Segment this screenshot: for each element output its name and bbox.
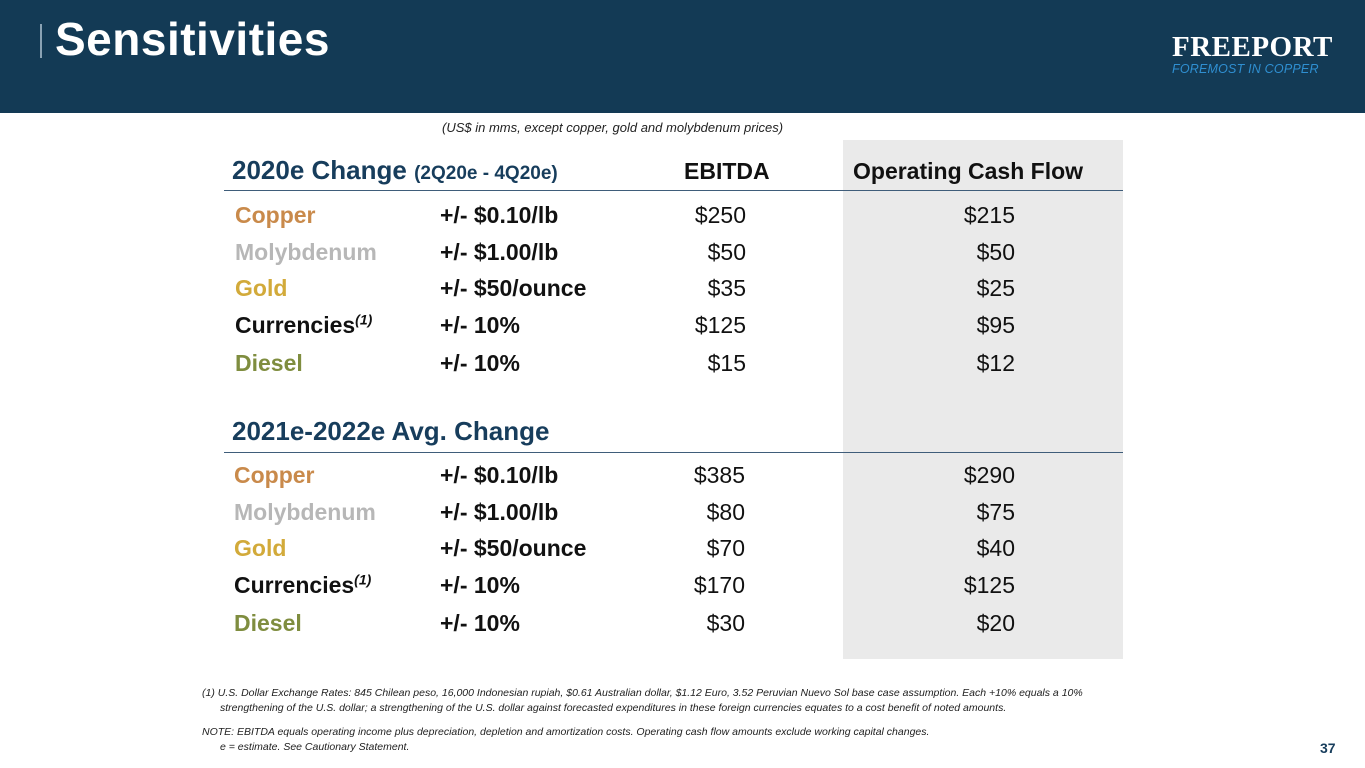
section-title-2021-2022: 2021e-2022e Avg. Change <box>232 416 549 447</box>
header-bar: Sensitivities FREEPORT FOREMOST IN COPPE… <box>0 0 1365 113</box>
commodity-label: Diesel <box>234 610 302 636</box>
ocf-value: $12 <box>976 350 1015 376</box>
commodity-label: Copper <box>235 202 316 228</box>
footnote-marker: (1) <box>354 571 372 588</box>
price-change: +/- $50/ounce <box>440 535 587 561</box>
commodity-label: Currencies(1) <box>235 311 372 339</box>
section-title-period: (2Q20e - 4Q20e) <box>414 163 558 184</box>
ebitda-value: $385 <box>693 462 745 488</box>
logo-tagline: FOREMOST IN COPPER <box>1172 62 1319 76</box>
section-divider <box>224 190 1123 191</box>
ebitda-value: $70 <box>706 535 745 561</box>
footnote-line: e = estimate. See Cautionary Statement. <box>220 741 410 753</box>
price-change: +/- $1.00/lb <box>440 239 559 265</box>
logo-name: FREEPORT <box>1172 31 1333 63</box>
commodity-name: Currencies <box>235 312 356 338</box>
commodity-label: Molybdenum <box>235 239 377 265</box>
commodity-label: Molybdenum <box>234 499 376 525</box>
ebitda-value: $35 <box>707 275 746 301</box>
ebitda-value: $125 <box>694 312 746 338</box>
ocf-value: $95 <box>976 312 1015 338</box>
ocf-value: $50 <box>976 239 1015 265</box>
ocf-value: $20 <box>976 610 1015 636</box>
column-header-ocf: Operating Cash Flow <box>853 158 1084 184</box>
section-divider <box>224 452 1123 453</box>
price-change: +/- $1.00/lb <box>440 499 559 525</box>
section-title-2020: 2020e Change (2Q20e - 4Q20e) <box>232 155 558 186</box>
ebitda-value: $170 <box>693 572 745 598</box>
section-title-text: 2020e Change <box>232 155 407 185</box>
ocf-value: $215 <box>963 202 1015 228</box>
footnote-definitions: NOTE: EBITDA equals operating income plu… <box>202 725 929 755</box>
footnote-marker: (1) <box>355 311 373 328</box>
ocf-value: $25 <box>976 275 1015 301</box>
price-change: +/- 10% <box>440 572 520 598</box>
ocf-value: $290 <box>963 462 1015 488</box>
ocf-value: $125 <box>963 572 1015 598</box>
section-title-text: 2021e-2022e Avg. Change <box>232 416 550 446</box>
page-number: 37 <box>1320 740 1336 756</box>
footnote-line: strengthening of the U.S. dollar; a stre… <box>220 702 1007 714</box>
price-change: +/- $50/ounce <box>440 275 587 301</box>
company-logo: FREEPORT FOREMOST IN COPPER <box>1172 32 1332 76</box>
ebitda-value: $50 <box>707 239 746 265</box>
commodity-name: Currencies <box>234 572 355 598</box>
price-change: +/- 10% <box>440 610 520 636</box>
footnote-line: (1) U.S. Dollar Exchange Rates: 845 Chil… <box>202 687 1083 699</box>
ebitda-value: $250 <box>694 202 746 228</box>
ebitda-value: $80 <box>706 499 745 525</box>
price-change: +/- 10% <box>440 312 520 338</box>
units-subtitle: (US$ in mms, except copper, gold and mol… <box>442 120 784 135</box>
price-change: +/- $0.10/lb <box>440 202 559 228</box>
commodity-label: Copper <box>234 462 315 488</box>
title-accent-bar <box>40 24 42 58</box>
footnote-exchange-rates: (1) U.S. Dollar Exchange Rates: 845 Chil… <box>202 686 1083 716</box>
page-title: Sensitivities <box>55 13 330 65</box>
price-change: +/- 10% <box>440 350 520 376</box>
footnote-line: NOTE: EBITDA equals operating income plu… <box>202 726 930 738</box>
ocf-value: $40 <box>976 535 1015 561</box>
commodity-label: Gold <box>234 535 287 561</box>
price-change: +/- $0.10/lb <box>440 462 559 488</box>
commodity-label: Diesel <box>235 350 303 376</box>
commodity-label: Gold <box>235 275 288 301</box>
ebitda-value: $15 <box>707 350 746 376</box>
ocf-column-shading <box>843 140 1123 659</box>
commodity-label: Currencies(1) <box>234 571 371 599</box>
ebitda-value: $30 <box>706 610 745 636</box>
column-header-ebitda: EBITDA <box>684 158 770 184</box>
ocf-value: $75 <box>976 499 1015 525</box>
